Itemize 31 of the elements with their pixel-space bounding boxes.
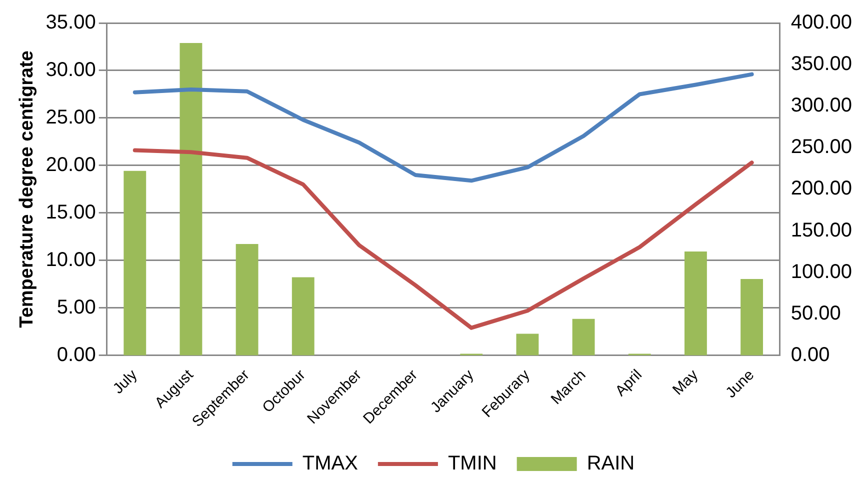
y2-tick-label: 200.00	[790, 178, 852, 200]
y2-tick-label: 50.00	[790, 302, 841, 324]
y-tick-label: 10.00	[46, 248, 96, 271]
legend-label: TMAX	[302, 452, 358, 475]
y2-tick-label: 400.00	[790, 12, 852, 34]
y2-tick-label: 0.00	[790, 344, 830, 366]
bar	[236, 244, 258, 356]
bar	[572, 318, 595, 356]
y2-tick-label: 350.00	[790, 53, 852, 76]
y2-tick-label: 300.00	[790, 94, 852, 117]
bar	[684, 252, 707, 356]
y-tick-label: 20.00	[46, 154, 96, 176]
bar	[292, 277, 314, 356]
bar	[180, 42, 202, 356]
x-tick-label: May	[669, 366, 702, 399]
bar	[124, 170, 146, 356]
y-tick-label: 25.00	[46, 106, 96, 128]
y-axis-title: Temperature degree centigrate	[16, 50, 38, 328]
y-tick-label: 30.00	[46, 59, 96, 81]
y2-tick-label: 100.00	[790, 260, 852, 283]
bar	[516, 334, 539, 356]
bar	[740, 278, 764, 356]
y2-tick-label: 150.00	[790, 219, 852, 242]
x-tick-label: July	[110, 366, 141, 398]
y-tick-label: 5.00	[56, 296, 96, 318]
y2-tick-label: 250.00	[790, 136, 852, 158]
legend-label: TMIN	[448, 452, 497, 475]
y-tick-label: 0.00	[56, 344, 96, 366]
y-tick-label: 15.00	[46, 201, 96, 224]
y-tick-label: 35.00	[46, 12, 96, 34]
legend-label: RAIN	[586, 452, 635, 475]
